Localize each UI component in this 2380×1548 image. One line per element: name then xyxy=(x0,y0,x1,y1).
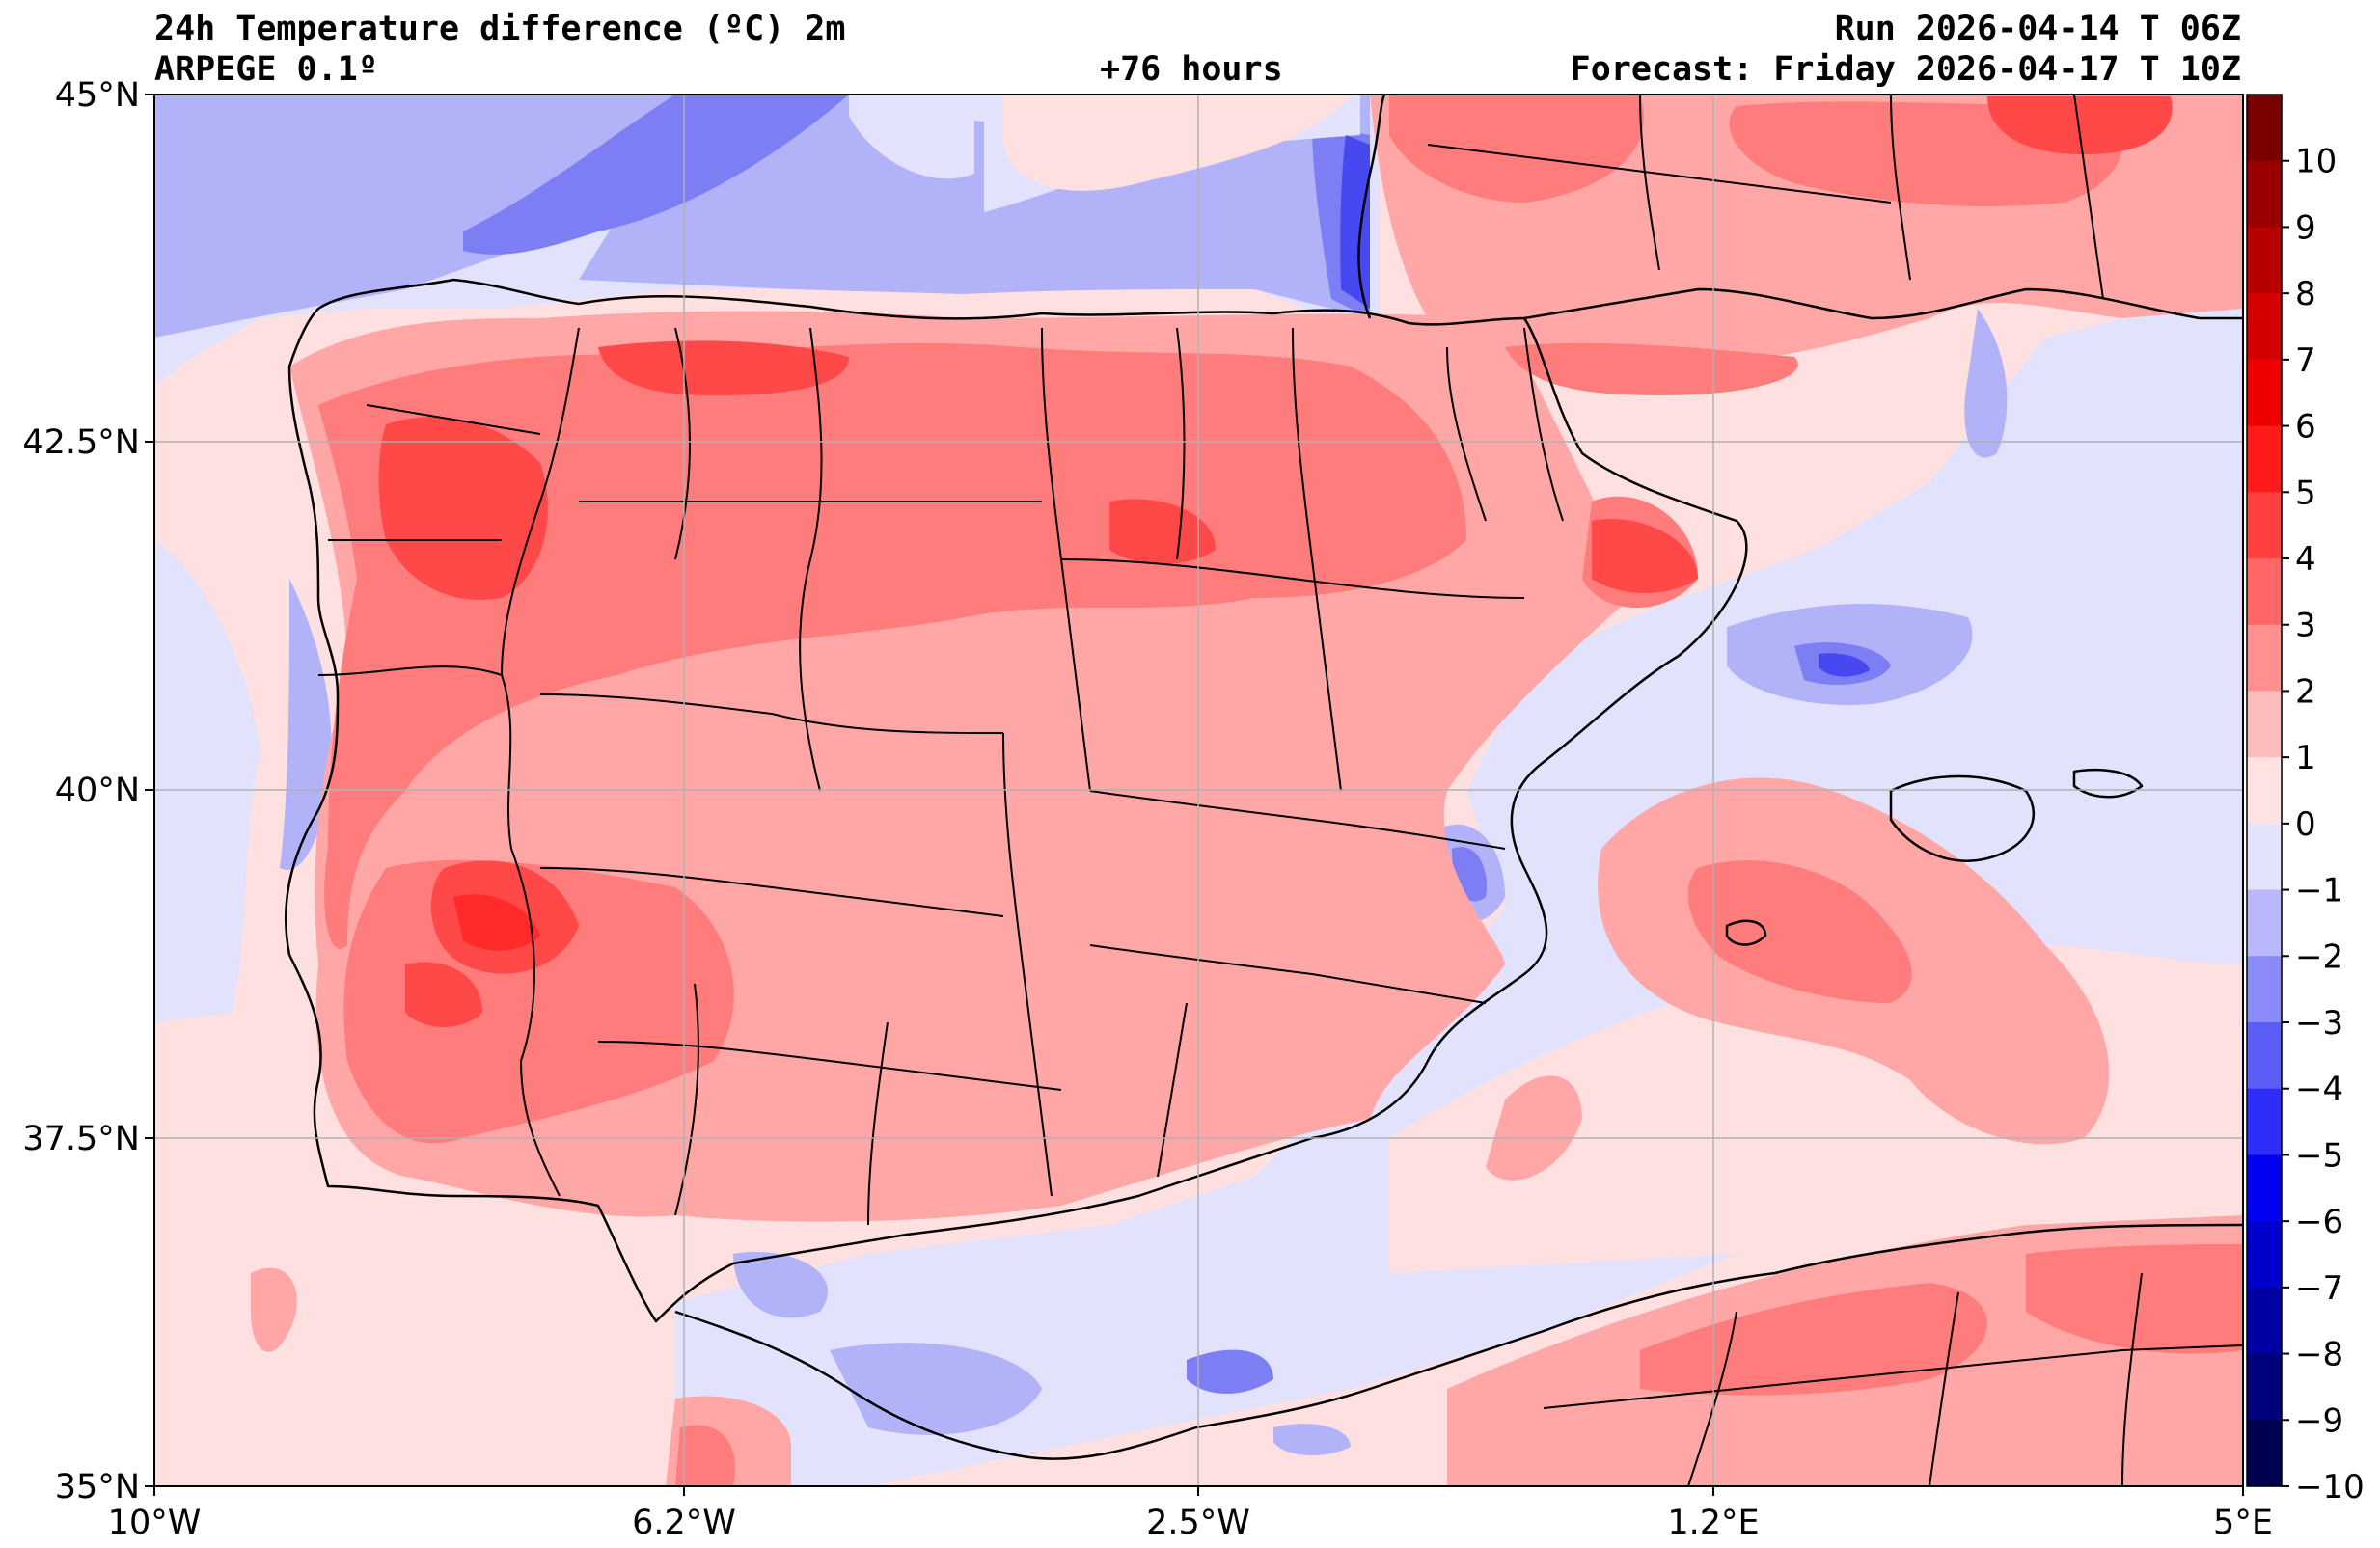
colorbar-label: −1 xyxy=(2295,872,2343,910)
colorbar-segment xyxy=(2247,293,2282,361)
colorbar-label: −5 xyxy=(2295,1136,2343,1175)
colorbar-segment xyxy=(2247,1022,2282,1090)
neighbour-warm-regions xyxy=(666,95,2243,1486)
colorbar-label: 6 xyxy=(2295,408,2316,447)
map-title: 24h Temperature difference (ºC) 2m xyxy=(154,10,846,48)
majorca-coastline xyxy=(1889,774,2036,862)
north-africa-coastline xyxy=(674,1223,2243,1460)
colorbar-label: 8 xyxy=(2295,275,2316,313)
colorbar-segment xyxy=(2247,1154,2282,1222)
lat-label: 35°N xyxy=(55,1468,140,1507)
colorbar-segment xyxy=(2247,425,2282,493)
colorbar-label: −3 xyxy=(2295,1004,2343,1043)
colorbar-label: −10 xyxy=(2295,1468,2365,1507)
colorbar-label: −2 xyxy=(2295,937,2343,976)
run-time-label: Run 2026-04-14 T 06Z xyxy=(1834,10,2241,48)
colorbar-segment xyxy=(2247,1287,2282,1355)
french-med-coastline xyxy=(1523,287,2243,320)
sea-warm-regions xyxy=(251,777,2243,1352)
colorbar-label: 5 xyxy=(2295,474,2316,512)
longitude-labels: 10°W 6.2°W 2.5°W 1.2°E 5°E xyxy=(108,1504,2273,1542)
graticule xyxy=(154,95,2243,1486)
colorbar-segment xyxy=(2247,1353,2282,1421)
minorca-coastline xyxy=(2072,768,2144,799)
colorbar-segment xyxy=(2247,160,2282,229)
colorbar-segment xyxy=(2247,227,2282,294)
colorbar-segment xyxy=(2247,1088,2282,1156)
colorbar-segment xyxy=(2247,691,2282,758)
ibiza-coastline xyxy=(1725,919,1767,946)
colorbar-segment xyxy=(2247,359,2282,427)
colorbar-label: 3 xyxy=(2295,607,2316,645)
colorbar-segment xyxy=(2247,823,2282,891)
colorbar-label: 2 xyxy=(2295,672,2316,711)
colorbar-segment xyxy=(2247,95,2282,162)
lat-label: 37.5°N xyxy=(22,1120,140,1158)
colorbar-segment xyxy=(2247,492,2282,559)
colorbar-label: −4 xyxy=(2295,1071,2343,1109)
lon-label: 6.2°W xyxy=(632,1504,736,1542)
iberian-coastline xyxy=(285,278,1748,1323)
model-label: ARPEGE 0.1º xyxy=(154,50,378,89)
colorbar-label: 1 xyxy=(2295,739,2316,777)
colorbar-label: 10 xyxy=(2295,143,2337,181)
colorbar-segment xyxy=(2247,757,2282,825)
colorbar-segment xyxy=(2247,889,2282,957)
lat-label: 42.5°N xyxy=(22,423,140,462)
colorbar-segment xyxy=(2247,624,2282,693)
land-warm-regions xyxy=(289,311,1698,1222)
colorbar-frame xyxy=(2246,94,2283,1487)
coastlines xyxy=(285,95,2243,1460)
colorbar-label: 7 xyxy=(2295,341,2316,380)
colorbar-segment xyxy=(2247,1221,2282,1289)
forecast-time-label: Forecast: Friday 2026-04-17 T 10Z xyxy=(1570,50,2241,89)
lon-label: 2.5°W xyxy=(1146,1504,1250,1542)
lon-label: 5°E xyxy=(2213,1504,2273,1542)
lat-label: 45°N xyxy=(55,76,140,115)
colorbar-label: −6 xyxy=(2295,1203,2343,1241)
colorbar-label: −8 xyxy=(2295,1336,2343,1374)
administrative-borders xyxy=(317,95,2243,1486)
lon-label: 10°W xyxy=(108,1504,202,1542)
axis-ticks xyxy=(145,94,2244,1496)
french-coastline xyxy=(1357,95,1386,319)
colorbar-segment xyxy=(2247,1420,2282,1487)
colorbar-label: −9 xyxy=(2295,1401,2343,1440)
colorbar-label: 4 xyxy=(2295,540,2316,579)
colorbar-segment xyxy=(2247,558,2282,626)
latitude-labels: 45°N 42.5°N 40°N 37.5°N 35°N xyxy=(22,76,140,1507)
colorbar-label: −7 xyxy=(2295,1269,2343,1308)
lat-label: 40°N xyxy=(55,772,140,810)
colorbar-label: 9 xyxy=(2295,208,2316,247)
colorbar-segment xyxy=(2247,956,2282,1023)
colorbar-label: 0 xyxy=(2295,805,2316,844)
lon-label: 1.2°E xyxy=(1667,1504,1759,1542)
lead-time-label: +76 hours xyxy=(1100,50,1283,89)
